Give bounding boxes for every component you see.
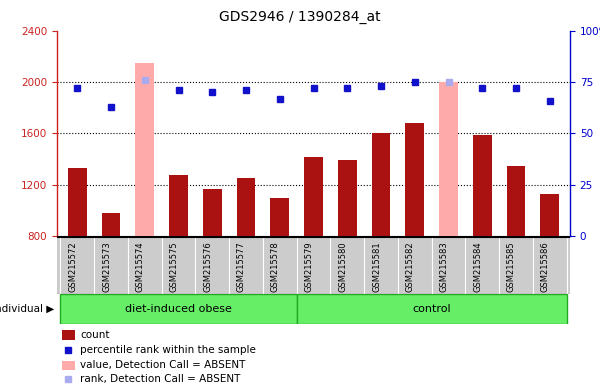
Text: GSM215576: GSM215576 (203, 242, 212, 292)
Text: GSM215580: GSM215580 (338, 242, 347, 292)
Bar (372, 134, 390, 236)
Text: GSM215574: GSM215574 (136, 242, 145, 292)
Text: GSM215578: GSM215578 (271, 242, 280, 292)
Bar (541, 194, 559, 236)
Text: GSM215581: GSM215581 (372, 242, 381, 292)
Bar (296, 294, 566, 324)
Bar (271, 198, 289, 236)
Text: GSM215582: GSM215582 (406, 242, 415, 292)
Bar (62, 330, 75, 339)
Text: GSM215585: GSM215585 (507, 242, 516, 292)
Bar (61, 294, 296, 324)
Text: GDS2946 / 1390284_at: GDS2946 / 1390284_at (219, 10, 381, 23)
Text: GSM215572: GSM215572 (68, 242, 77, 292)
Text: control: control (412, 304, 451, 314)
Bar (203, 189, 221, 236)
Bar (169, 174, 188, 236)
Text: individual ▶: individual ▶ (0, 304, 54, 314)
Bar (507, 166, 525, 236)
Bar (68, 168, 86, 236)
Text: percentile rank within the sample: percentile rank within the sample (80, 345, 256, 355)
Text: count: count (80, 330, 110, 340)
Text: diet-induced obese: diet-induced obese (125, 304, 232, 314)
Bar (304, 157, 323, 236)
Text: GSM215584: GSM215584 (473, 242, 482, 292)
Bar (338, 161, 356, 236)
Text: GSM215586: GSM215586 (541, 242, 550, 292)
Text: value, Detection Call = ABSENT: value, Detection Call = ABSENT (80, 361, 245, 371)
Bar (102, 213, 120, 236)
Bar (439, 82, 458, 236)
Text: GSM215573: GSM215573 (102, 242, 111, 292)
Bar (237, 179, 255, 236)
Text: GSM215583: GSM215583 (439, 242, 449, 292)
Text: GSM215575: GSM215575 (170, 242, 179, 292)
Bar (62, 361, 75, 370)
Text: GSM215579: GSM215579 (305, 242, 314, 292)
Bar (473, 135, 491, 236)
Text: rank, Detection Call = ABSENT: rank, Detection Call = ABSENT (80, 374, 241, 384)
Text: GSM215577: GSM215577 (237, 242, 246, 292)
Bar (406, 123, 424, 236)
Bar (136, 63, 154, 236)
